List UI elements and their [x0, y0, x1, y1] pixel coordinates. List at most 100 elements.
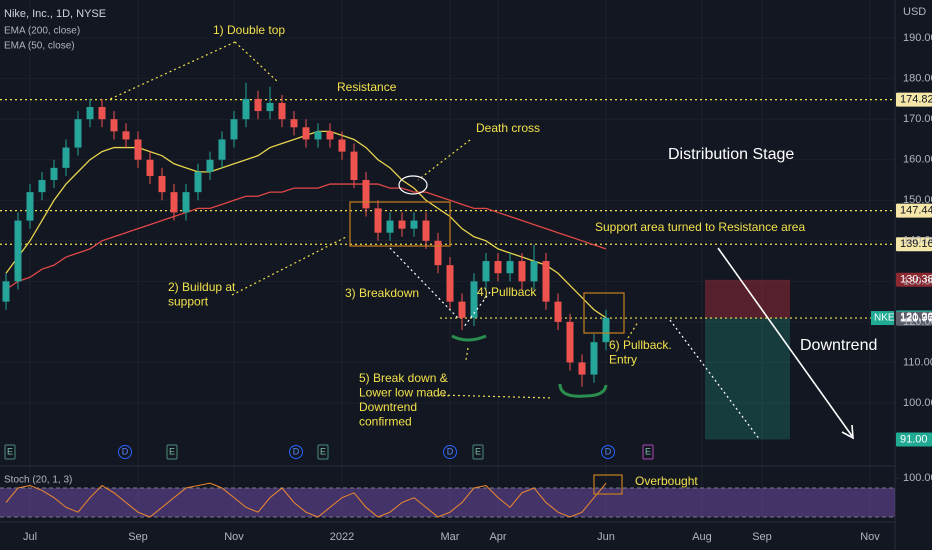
annotation: 6) Pullback. — [609, 338, 672, 352]
symbol-tag — [871, 311, 894, 326]
annotation: Overbought — [635, 474, 698, 488]
indicator-label: EMA (50, close) — [4, 41, 75, 52]
event-label: D — [293, 446, 300, 456]
candle-body — [254, 98, 262, 112]
event-label: D — [605, 446, 612, 456]
stoch-line — [5, 482, 607, 518]
texts: 190.00 180.00 170.00 160.00 150.00 140.00 130.… — [4, 6, 932, 543]
ema-line — [5, 183, 607, 290]
price-tag-label: 130.38 — [900, 274, 932, 286]
candle-body — [554, 301, 562, 322]
x-tick-label: 2022 — [330, 531, 354, 543]
candle-body — [122, 131, 130, 140]
price-tag — [896, 237, 932, 252]
price-tag-label: 120.95 — [900, 312, 932, 324]
stoch-title: Stoch (20, 1, 3) — [4, 475, 72, 486]
candle-body — [566, 321, 574, 363]
arrow — [417, 139, 471, 181]
candle-body — [266, 102, 274, 112]
candle-body — [170, 192, 178, 213]
annotation: Resistance — [337, 80, 397, 94]
x-tick-label: Nov — [860, 531, 880, 543]
y-tick-label: 190.00 — [903, 32, 932, 44]
candle-body — [506, 261, 514, 274]
drawings — [107, 41, 854, 495]
candle-body — [194, 171, 202, 193]
price-tag-label: 121.20 — [900, 311, 932, 323]
event-label: E — [7, 446, 13, 456]
y-tick-label: 130.00 — [903, 275, 932, 287]
breakdown-box — [349, 201, 451, 247]
candle-body — [26, 192, 34, 221]
price-tag-label: 91.00 — [900, 433, 928, 445]
event-marker — [289, 445, 303, 459]
price-tag — [896, 311, 932, 326]
x-tick-label: Jun — [597, 531, 615, 543]
y-tick-label: 100.00 — [903, 397, 932, 409]
candle-body — [494, 261, 502, 274]
candle-body — [398, 220, 406, 229]
event-marker — [443, 445, 457, 459]
low-marker — [558, 383, 608, 398]
event-marker — [118, 445, 132, 459]
candle-body — [578, 362, 586, 375]
annotation: 4) Pullback — [477, 285, 537, 299]
indicator-label: EMA (200, close) — [4, 26, 80, 37]
entry-box — [583, 292, 625, 334]
candle-body — [86, 107, 94, 120]
candle-body — [218, 139, 226, 160]
candle-body — [386, 220, 394, 233]
candle-body — [2, 281, 10, 302]
candle-body — [110, 119, 118, 132]
candle-body — [410, 220, 418, 229]
price-tag — [896, 432, 932, 447]
y-tick-label: 110.00 — [903, 356, 932, 368]
candle-body — [434, 240, 442, 266]
arrow — [465, 347, 469, 361]
annotation: support — [168, 295, 209, 309]
candle-body — [158, 175, 166, 193]
price-tag-label: 120.77 — [900, 313, 932, 325]
arrow — [389, 247, 459, 319]
event-marker — [166, 444, 178, 460]
annotation: Death cross — [476, 121, 540, 135]
chart-title: Nike, Inc., 1D, NYSE — [4, 8, 106, 20]
price-tag — [896, 92, 932, 107]
candle-body — [458, 301, 466, 318]
candle-body — [98, 107, 106, 120]
marks — [0, 82, 932, 518]
event-label: E — [169, 446, 175, 456]
candle-body — [326, 131, 334, 140]
candle-body — [422, 220, 430, 241]
candle-body — [446, 265, 454, 302]
overbought-box — [593, 474, 623, 495]
x-tick-label: Mar — [441, 531, 460, 543]
candle-body — [290, 119, 298, 128]
y-tick-label: 120.00 — [903, 316, 932, 328]
candle-body — [302, 127, 310, 140]
price-tag-label: 147.44 — [900, 205, 932, 217]
event-marker — [317, 444, 329, 460]
y-tick-label: 180.00 — [903, 73, 932, 85]
y-tick-label: 160.00 — [903, 154, 932, 166]
annotation: 5) Break down & — [359, 371, 448, 385]
event-marker — [472, 444, 484, 460]
arrow — [437, 394, 554, 399]
arrow — [107, 41, 279, 101]
annotation: 1) Double top — [213, 23, 285, 37]
candle-body — [350, 151, 358, 180]
candle-body — [362, 180, 370, 209]
y-tick-label: 150.00 — [903, 194, 932, 206]
x-tick-label: Sep — [752, 531, 772, 543]
low-marker — [451, 334, 487, 342]
y-tick-label: 140.00 — [903, 235, 932, 247]
candle-body — [38, 180, 46, 193]
candle-body — [62, 147, 70, 168]
price-tag-label: 139.16 — [900, 238, 932, 250]
candle-body — [74, 119, 82, 148]
event-marker — [642, 444, 654, 460]
annotation: confirmed — [359, 415, 412, 429]
event-label: E — [645, 446, 651, 456]
